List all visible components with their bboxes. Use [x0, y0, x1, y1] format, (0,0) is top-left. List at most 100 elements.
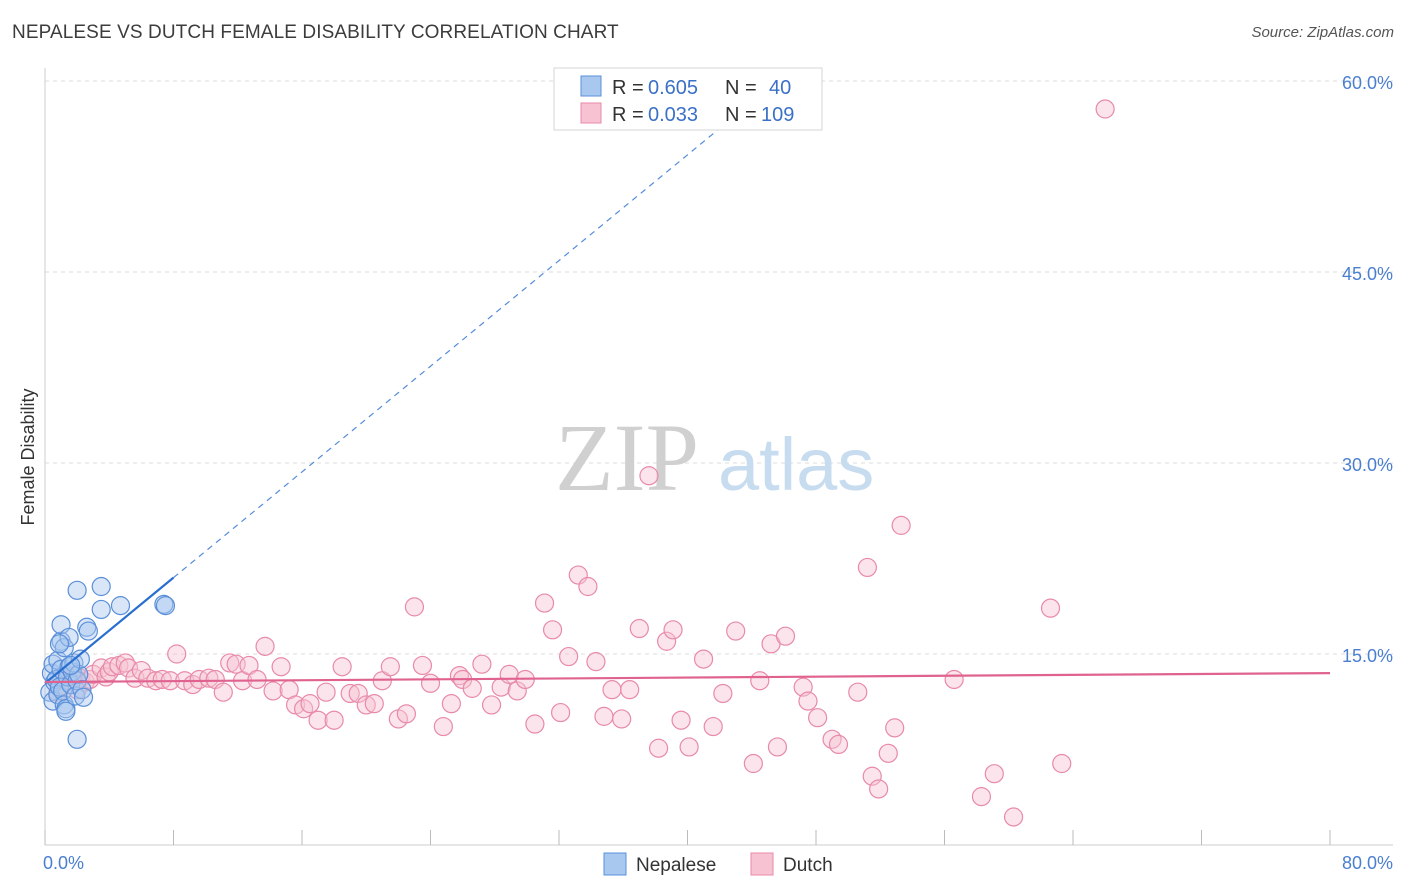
dutch-point-21	[152, 669, 172, 690]
dutch-point-15	[115, 653, 135, 673]
nepalese-point-34	[91, 576, 111, 597]
dutch-point-55	[412, 655, 433, 676]
dutch-point-81	[639, 466, 659, 486]
dutch-point-37	[271, 657, 291, 677]
legend-r-value-2: 0.033	[648, 104, 698, 126]
dutch-point-77	[602, 680, 622, 700]
dutch-point-58	[441, 694, 461, 714]
nepalese-point-18	[59, 627, 79, 648]
dutch-point-88	[703, 716, 723, 737]
dutch-point-74	[578, 576, 598, 597]
legend-n-value-2: 109	[761, 104, 794, 126]
dutch-point-89	[713, 683, 733, 704]
dutch-point-97	[798, 691, 818, 711]
dutch-point-112	[1040, 598, 1061, 618]
dutch-point-46	[340, 683, 360, 704]
nepalese-point-28	[73, 687, 94, 707]
dutch-point-83	[657, 631, 677, 651]
nepalese-point-38	[155, 596, 176, 616]
legend-n-label-2: N =	[725, 104, 757, 126]
dutch-point-35	[255, 636, 275, 656]
dutch-trend-line	[44, 672, 1331, 684]
dutch-point-91	[743, 753, 763, 774]
nepalese-point-29	[56, 701, 76, 721]
watermark: ZIP atlas	[555, 404, 874, 511]
dutch-point-113	[1052, 753, 1072, 774]
dutch-point-62	[472, 654, 492, 674]
y-tick-label-60: 60.0%	[1342, 73, 1393, 93]
dutch-point-114	[1095, 99, 1115, 119]
dutch-point-41	[300, 694, 320, 714]
dutch-point-30	[220, 653, 240, 673]
y-tick-label-30: 30.0%	[1342, 455, 1393, 475]
dutch-point-70	[542, 620, 563, 640]
dutch-point-63	[481, 695, 502, 715]
chart-title: NEPALESE VS DUTCH FEMALE DISABILITY CORR…	[12, 22, 619, 43]
x-tick-label-min: 0.0%	[43, 853, 84, 873]
dutch-point-71	[551, 702, 571, 723]
dutch-point-54	[404, 597, 425, 617]
nepalese-point-39	[61, 655, 81, 676]
dutch-point-84	[663, 620, 683, 640]
dutch-point-85	[671, 710, 691, 730]
axes	[44, 68, 1393, 846]
nepalese-point-31	[49, 634, 70, 654]
dutch-point-82	[648, 738, 669, 758]
dutch-point-78	[612, 709, 632, 729]
dutch-point-69	[534, 593, 555, 613]
legend-r-value-1: 0.605	[648, 77, 698, 99]
legend-r-label-2: R =	[612, 104, 644, 126]
dutch-point-57	[433, 716, 453, 737]
dutch-point-42	[308, 710, 328, 730]
dutch-point-108	[944, 669, 964, 690]
dutch-point-87	[693, 649, 714, 669]
y-tick-labels: 15.0% 30.0% 45.0% 60.0%	[1342, 73, 1393, 666]
dutch-point-101	[848, 682, 868, 702]
bottom-legend-swatch-nepalese	[603, 852, 627, 876]
dutch-point-79	[620, 680, 640, 700]
watermark-atlas: atlas	[718, 423, 874, 506]
dutch-point-56	[420, 673, 441, 693]
legend-r-label-1: R =	[612, 77, 644, 99]
nepalese-point-36	[110, 596, 131, 616]
dutch-point-26	[189, 669, 209, 690]
dutch-point-61	[462, 678, 482, 698]
dutch-point-48	[356, 695, 376, 715]
dutch-points	[48, 99, 1115, 827]
dutch-point-23	[167, 644, 187, 664]
dutch-point-49	[364, 694, 384, 714]
dutch-point-65	[499, 664, 519, 684]
y-tick-label-15: 15.0%	[1342, 646, 1393, 666]
nepalese-point-30	[67, 729, 87, 749]
x-tick-label-max: 80.0%	[1342, 853, 1393, 873]
nepalese-trend-line	[44, 576, 175, 685]
dutch-point-94	[767, 737, 788, 757]
dutch-point-29	[213, 682, 233, 702]
y-tick-label-45: 45.0%	[1342, 264, 1393, 284]
legend-swatch-nepalese	[580, 75, 602, 97]
grid-lines	[45, 80, 1393, 655]
dutch-point-104	[869, 779, 889, 799]
dutch-point-107	[891, 515, 911, 535]
watermark-zip: ZIP	[555, 404, 699, 511]
dutch-point-66	[507, 681, 527, 701]
dutch-point-47	[348, 683, 368, 704]
nepalese-point-24	[67, 580, 87, 600]
nepalese-point-26	[70, 649, 90, 669]
dutch-point-95	[775, 626, 796, 646]
dutch-point-68	[525, 714, 545, 734]
dutch-point-53	[396, 704, 417, 724]
dutch-point-45	[332, 657, 352, 677]
dutch-point-36	[263, 681, 283, 701]
y-axis-label: Female Disability	[18, 388, 38, 525]
nepalese-point-35	[91, 599, 111, 620]
dutch-point-27	[199, 668, 219, 688]
dutch-point-100	[828, 734, 849, 755]
dutch-point-109	[971, 787, 992, 807]
dutch-point-86	[679, 737, 699, 757]
dutch-point-75	[586, 652, 606, 672]
dutch-point-18	[131, 660, 151, 681]
bottom-legend-dutch: Dutch	[783, 855, 833, 876]
dutch-point-111	[1003, 807, 1024, 827]
